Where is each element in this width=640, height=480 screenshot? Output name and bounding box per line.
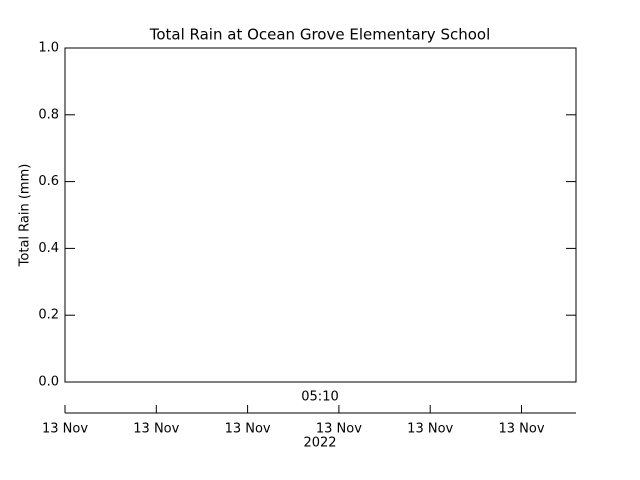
x-tick-label: 13 Nov <box>316 422 362 437</box>
y-tick-label: 0.6 <box>38 174 59 189</box>
x-tick-label: 13 Nov <box>498 422 544 437</box>
x-tick-label: 13 Nov <box>225 422 271 437</box>
plot-frame <box>64 47 577 383</box>
x-year: 2022 <box>303 436 336 451</box>
x-tick-label: 13 Nov <box>133 422 179 437</box>
y-tick-label: 1.0 <box>38 41 59 56</box>
y-axis-label: Total Rain (mm) <box>18 164 33 268</box>
chart-title: Total Rain at Ocean Grove Elementary Sch… <box>149 26 491 44</box>
x-annotation: 05:10 <box>301 390 338 405</box>
y-tick-label: 0.2 <box>38 308 59 323</box>
y-tick-label: 0.8 <box>38 107 59 122</box>
x-tick-label: 13 Nov <box>42 422 88 437</box>
y-tick-label: 0.4 <box>38 241 59 256</box>
y-tick-label: 0.0 <box>38 375 59 390</box>
x-tick-label: 13 Nov <box>407 422 453 437</box>
